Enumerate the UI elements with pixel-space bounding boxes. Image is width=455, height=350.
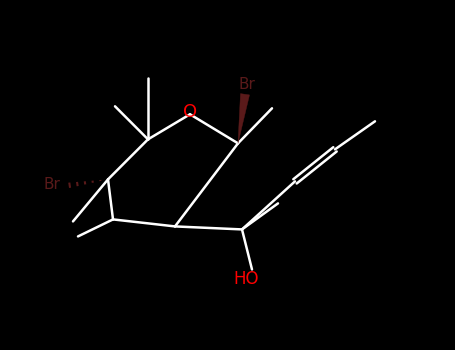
Text: O: O xyxy=(183,103,197,121)
Text: Br: Br xyxy=(239,77,256,92)
Text: Br: Br xyxy=(44,177,61,192)
Text: HO: HO xyxy=(234,270,259,288)
Polygon shape xyxy=(238,94,249,144)
